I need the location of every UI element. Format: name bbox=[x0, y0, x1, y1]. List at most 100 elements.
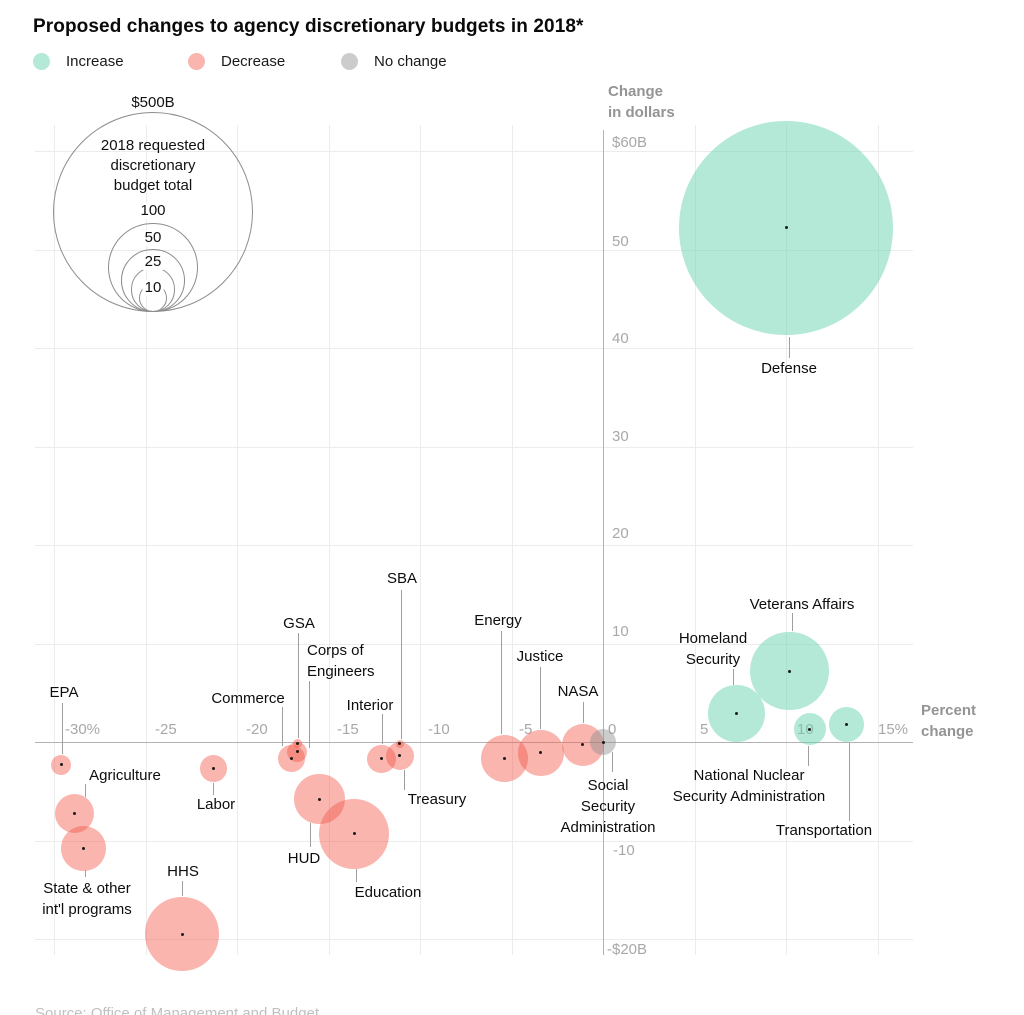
leader-line-commerce bbox=[282, 707, 283, 746]
gridline-x--30 bbox=[54, 125, 55, 955]
y-tick-label-30: 30 bbox=[612, 428, 629, 445]
label-transportation: Transportation bbox=[776, 820, 872, 841]
gridline-y-40 bbox=[35, 348, 913, 349]
label-line: SBA bbox=[386, 569, 418, 587]
label-national-nuclear-security-administration: National Nuclear Security Administration bbox=[673, 765, 826, 807]
gridline-x-5 bbox=[694, 125, 696, 955]
leader-line-treasury bbox=[404, 770, 405, 790]
leader-line-social-security-administration bbox=[612, 752, 613, 772]
leader-line-justice bbox=[540, 667, 541, 729]
y-tick-label--10: -10 bbox=[613, 842, 635, 859]
label-labor: Labor bbox=[197, 794, 235, 815]
label-nasa: NASA bbox=[558, 681, 599, 702]
gridline-y-50 bbox=[35, 249, 913, 251]
label-hhs: HHS bbox=[167, 861, 199, 882]
label-line: Treasury bbox=[407, 790, 467, 808]
x-tick-label-5: 5 bbox=[700, 721, 709, 738]
legend-label-decrease: Decrease bbox=[221, 52, 286, 70]
bubble-center-dot-commerce bbox=[290, 757, 294, 761]
gridline-y-20 bbox=[35, 545, 913, 546]
x-axis-line bbox=[35, 742, 913, 743]
bubble-center-dot-treasury bbox=[398, 754, 402, 758]
bubble-center-dot-epa bbox=[59, 763, 63, 767]
label-veterans-affairs: Veterans Affairs bbox=[750, 594, 855, 615]
label-line: Security bbox=[685, 651, 741, 668]
x-axis-title-line-2: change bbox=[921, 723, 974, 740]
size-circle-label-25: 25 bbox=[142, 253, 164, 270]
leader-line-homeland-security bbox=[733, 669, 734, 685]
label-line: HUD bbox=[287, 849, 321, 867]
leader-line-state-other-int-l-programs bbox=[85, 870, 86, 877]
x-tick-label--25: -25 bbox=[155, 721, 177, 738]
label-line: EPA bbox=[49, 683, 79, 701]
x-tick-label-15: 15% bbox=[878, 721, 909, 738]
gridline-x--5 bbox=[511, 125, 513, 955]
bubble-center-dot-interior bbox=[380, 757, 384, 761]
label-line: Energy bbox=[474, 611, 522, 629]
legend-label-increase: Increase bbox=[66, 52, 124, 70]
x-axis-title-line-1: Percent bbox=[921, 702, 977, 719]
label-defense: Defense bbox=[761, 358, 817, 379]
bubble-center-dot-sba bbox=[398, 742, 402, 746]
y-tick-label--20: -$20B bbox=[607, 941, 648, 958]
label-line: Veterans Affairs bbox=[749, 595, 855, 613]
y-axis-line bbox=[603, 130, 604, 955]
nochange-swatch-icon bbox=[341, 52, 358, 70]
bubble-center-dot-energy bbox=[502, 757, 506, 761]
legend-item-nochange: No change bbox=[341, 52, 447, 70]
gridline-x--15 bbox=[328, 125, 330, 955]
leader-line-nasa bbox=[583, 702, 584, 723]
label-line: Security bbox=[580, 797, 636, 815]
page-title: Proposed changes to agency discretionary… bbox=[33, 16, 584, 37]
label-line: Commerce bbox=[211, 689, 285, 707]
bubble-center-dot-homeland-security bbox=[735, 711, 739, 715]
legend-item-decrease: Decrease bbox=[188, 52, 341, 70]
bubble-center-dot-social-security-administration bbox=[601, 740, 605, 744]
label-agriculture: Agriculture bbox=[89, 765, 161, 786]
leader-line-labor bbox=[213, 783, 214, 795]
label-line: Corps of bbox=[307, 642, 364, 659]
color-legend: Increase Decrease No change bbox=[33, 52, 447, 70]
gridline-x--25 bbox=[145, 125, 147, 955]
label-energy: Energy bbox=[474, 610, 522, 631]
size-circle-label-100: 100 bbox=[138, 202, 168, 219]
leader-line-epa bbox=[62, 703, 63, 754]
label-interior: Interior bbox=[347, 695, 394, 716]
leader-line-sba bbox=[401, 590, 402, 739]
x-tick-label--30: -30% bbox=[65, 721, 101, 738]
leader-line-energy bbox=[501, 631, 502, 734]
y-tick-label-60: $60B bbox=[612, 134, 648, 151]
label-line: Social bbox=[587, 776, 629, 794]
bubble-center-dot-state-other-int-l-programs bbox=[81, 846, 85, 850]
size-circle-label-50: 50 bbox=[142, 229, 164, 246]
x-tick-label-0: 0 bbox=[608, 721, 617, 738]
bubble-center-dot-national-nuclear-security-administration bbox=[808, 727, 812, 731]
leader-line-hhs bbox=[182, 881, 183, 896]
label-line: Engineers bbox=[307, 663, 375, 680]
size-circle-label-10: 10 bbox=[142, 279, 164, 296]
increase-swatch-icon bbox=[33, 52, 50, 70]
label-line: Agriculture bbox=[89, 766, 161, 784]
label-hud: HUD bbox=[288, 848, 321, 869]
label-line: int'l programs bbox=[42, 901, 132, 918]
label-epa: EPA bbox=[50, 682, 79, 703]
label-gsa: GSA bbox=[283, 613, 315, 634]
label-treasury: Treasury bbox=[408, 789, 467, 810]
label-line: National Nuclear bbox=[693, 767, 805, 784]
y-axis-title-line-1: Change bbox=[608, 83, 664, 100]
y-tick-label-20: 20 bbox=[612, 525, 629, 542]
leader-line-veterans-affairs bbox=[792, 613, 793, 631]
label-state-other-int-l-programs: State & other int'l programs bbox=[42, 878, 132, 920]
bubble-center-dot-gsa bbox=[295, 742, 299, 746]
leader-line-interior bbox=[382, 714, 383, 744]
label-line: State & other bbox=[43, 880, 131, 897]
label-corps-of-engineers: Corps of Engineers bbox=[307, 640, 375, 682]
x-tick-label--15: -15 bbox=[337, 721, 359, 738]
x-tick-label--10: -10 bbox=[428, 721, 450, 738]
source-note: Source: Office of Management and Budget bbox=[35, 1005, 320, 1015]
label-line: Transportation bbox=[775, 821, 873, 839]
label-line: Defense bbox=[761, 359, 817, 377]
label-line: GSA bbox=[283, 614, 315, 632]
bubble-center-dot-corps-of-engineers bbox=[295, 750, 299, 754]
x-tick-label--20: -20 bbox=[246, 721, 268, 738]
